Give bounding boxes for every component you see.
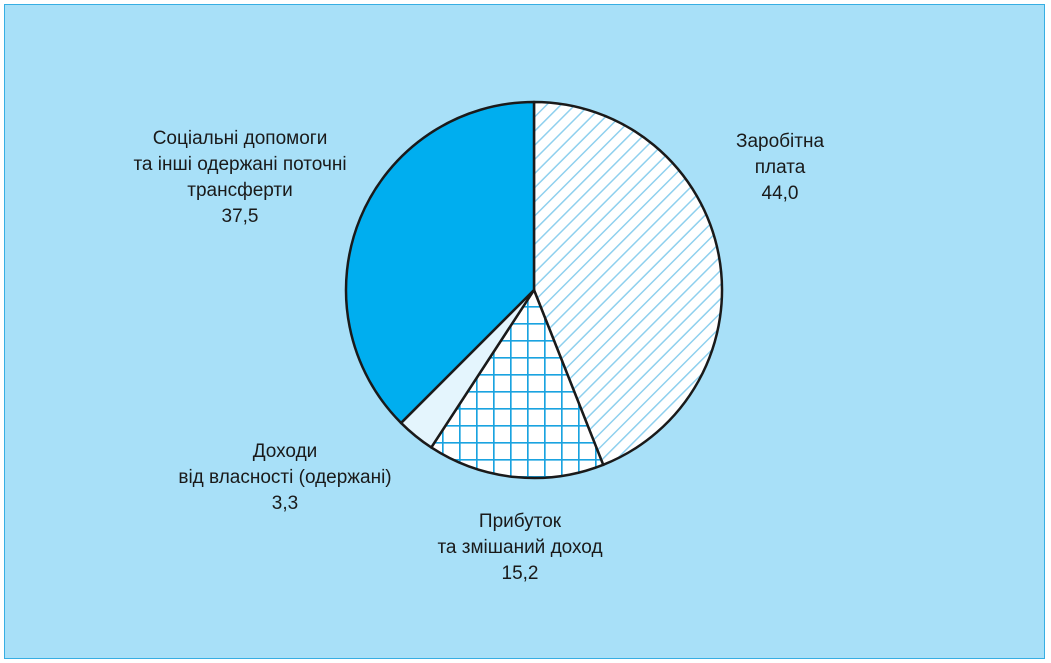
slice-label-line: Доходи [252,441,318,462]
slice-label-salary: Заробітна плата 44,0 [700,129,860,207]
slice-value-label: 37,5 [221,206,259,227]
pie-slices [344,100,724,480]
slice-label-line: Заробітна [735,131,825,152]
slice-label-line: Прибуток [478,511,562,532]
slice-label-property-income: Доходи від власності (одержані) 3,3 [150,439,420,517]
pie-slice-profit [430,288,605,480]
slice-value-label: 15,2 [501,563,539,584]
slice-label-profit: Прибуток та змішаний доход 15,2 [380,509,660,587]
slice-label-line: від власності (одержані) [178,467,392,488]
slice-label-social-benefits: Соціальні допомоги та інші одержані пото… [90,126,390,230]
pie-slice-social-benefits [344,100,536,425]
slice-label-line: та інші одержані поточні [133,154,347,175]
slice-label-line: та змішаний доход [437,537,603,558]
slice-value-label: 44,0 [761,183,799,204]
pie-slice-salary [532,100,724,467]
slice-label-line: Соціальні допомоги [152,128,328,149]
slice-label-line: плата [754,157,806,178]
slice-label-line: трансферти [187,180,293,201]
slice-value-label: 3,3 [271,493,299,514]
